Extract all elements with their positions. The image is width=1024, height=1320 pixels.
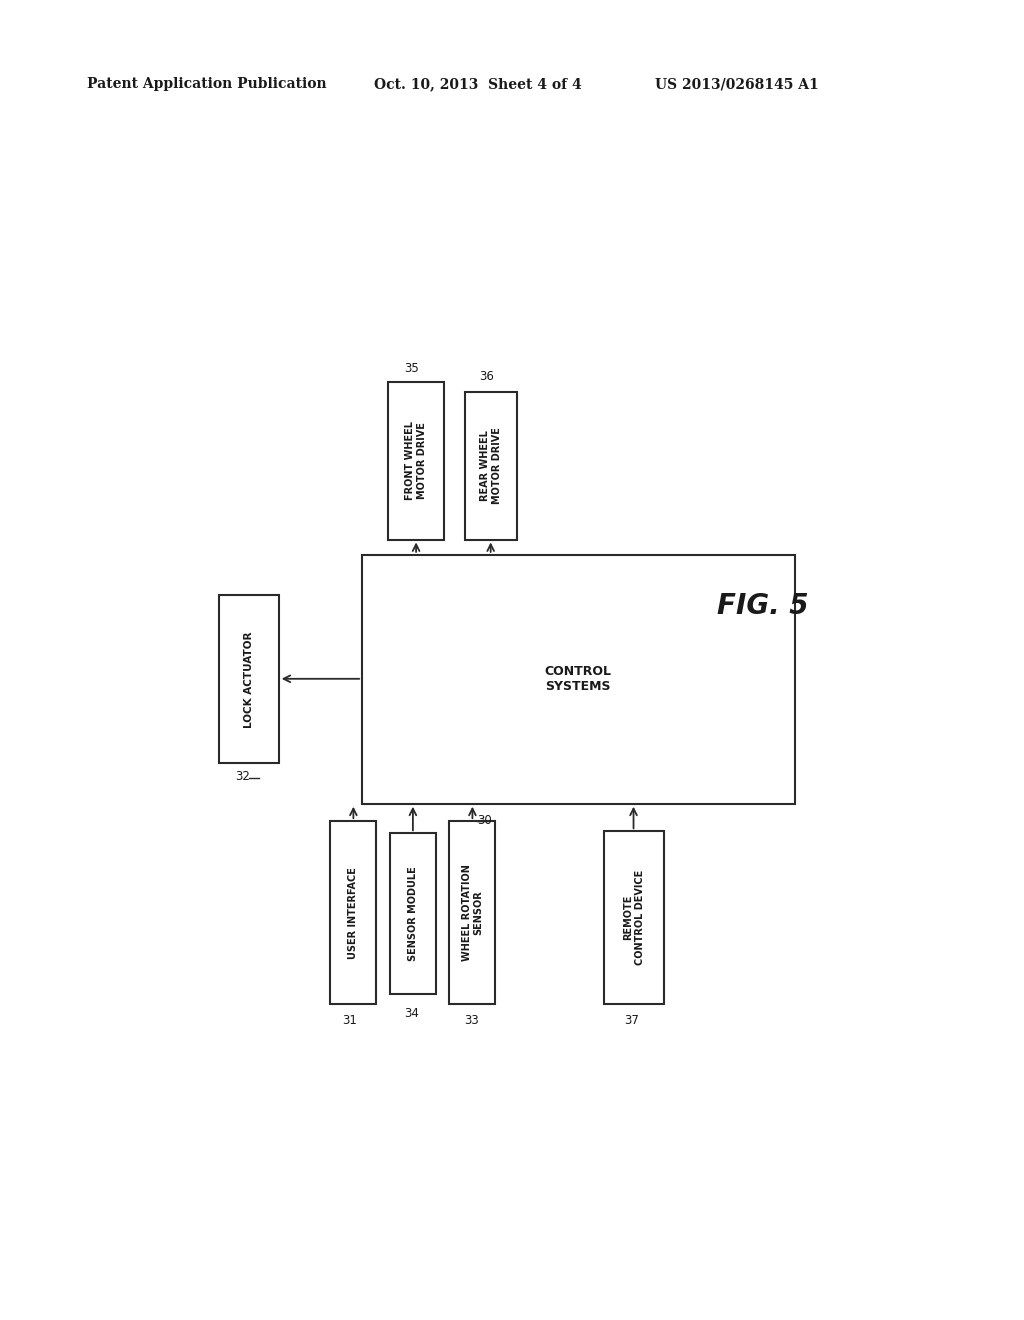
Bar (388, 381, 443, 540)
Bar (219, 595, 279, 763)
Text: FRONT WHEEL
MOTOR DRIVE: FRONT WHEEL MOTOR DRIVE (406, 421, 427, 500)
Bar (390, 833, 436, 994)
Bar (331, 821, 377, 1005)
Text: Patent Application Publication: Patent Application Publication (87, 78, 327, 91)
Text: 35: 35 (404, 362, 419, 375)
Text: SENSOR MODULE: SENSOR MODULE (408, 866, 418, 961)
Bar (362, 554, 795, 804)
Text: 32: 32 (236, 771, 250, 784)
Text: USER INTERFACE: USER INTERFACE (348, 867, 358, 958)
Text: REMOTE
CONTROL DEVICE: REMOTE CONTROL DEVICE (624, 870, 645, 965)
Text: 31: 31 (342, 1014, 357, 1027)
Text: US 2013/0268145 A1: US 2013/0268145 A1 (655, 78, 819, 91)
Text: 36: 36 (479, 370, 495, 383)
Bar (450, 821, 496, 1005)
Text: WHEEL ROTATION
SENSOR: WHEEL ROTATION SENSOR (462, 865, 483, 961)
Text: 37: 37 (624, 1014, 639, 1027)
Text: 34: 34 (404, 1007, 419, 1020)
Text: CONTROL
SYSTEMS: CONTROL SYSTEMS (545, 665, 612, 693)
Text: LOCK ACTUATOR: LOCK ACTUATOR (244, 631, 254, 727)
Text: FIG. 5: FIG. 5 (717, 591, 809, 619)
Text: 33: 33 (464, 1014, 478, 1027)
Text: Oct. 10, 2013  Sheet 4 of 4: Oct. 10, 2013 Sheet 4 of 4 (374, 78, 582, 91)
Text: REAR WHEEL
MOTOR DRIVE: REAR WHEEL MOTOR DRIVE (480, 428, 502, 504)
Bar (465, 392, 517, 540)
Text: 30: 30 (477, 814, 492, 828)
Bar (604, 832, 664, 1005)
